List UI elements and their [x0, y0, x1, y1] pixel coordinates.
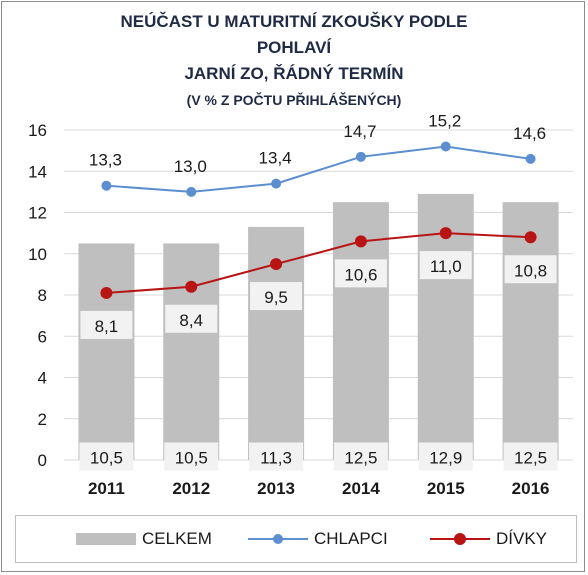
bar-label-celkem-2012: 10,5: [175, 448, 208, 467]
bar-label-box-2013: [249, 442, 304, 471]
x-tick-2016: 2016: [512, 479, 550, 498]
point-divky-2014: [354, 235, 367, 248]
bar-celkem-2016: [502, 202, 559, 460]
point-chlapci-2013: [271, 178, 282, 189]
point-chlapci-2014: [355, 151, 366, 162]
x-tick-2015: 2015: [427, 479, 465, 498]
y-tick-8: 8: [38, 286, 47, 305]
legend-item-celkem: CELKEM: [76, 516, 212, 562]
data-label-divky-2016: 10,8: [514, 261, 547, 280]
chart-subtitle-line-2: (V % Z POČTU PŘIHLÁŠENÝCH): [186, 92, 402, 108]
chart-title: NEÚČAST U MATURITNÍ ZKOUŠKY PODLE: [120, 12, 468, 31]
legend-swatch-chlapci: [248, 534, 308, 544]
chart-title-line-2: POHLAVÍ: [256, 38, 332, 57]
y-tick-0: 0: [38, 451, 47, 470]
data-label-box-divky-2015: [419, 251, 472, 280]
bar-label-box-2014: [333, 442, 388, 471]
line-chlapci: [106, 145, 531, 193]
bar-label-box-2011: [79, 442, 134, 471]
point-chlapci-2011: [101, 180, 112, 191]
x-tick-2013: 2013: [257, 479, 295, 498]
data-label-chlapci-2014: 14,7: [343, 122, 376, 141]
x-tick-2014: 2014: [342, 479, 380, 498]
legend-swatch-divky: [430, 533, 490, 545]
data-label-chlapci-2011: 13,3: [89, 151, 122, 170]
data-label-chlapci-2016: 14,6: [513, 124, 546, 143]
data-label-divky-2011: 8,1: [95, 317, 119, 336]
data-label-box-divky-2011: [80, 310, 133, 339]
data-label-box-divky-2012: [165, 304, 218, 333]
y-tick-16: 16: [28, 121, 47, 140]
bar-label-celkem-2016: 12,5: [514, 448, 547, 467]
point-divky-2016: [524, 231, 537, 244]
y-tick-6: 6: [38, 327, 47, 346]
legend-item-divky: DÍVKY: [430, 516, 547, 562]
y-tick-10: 10: [28, 245, 47, 264]
legend-label-divky: DÍVKY: [496, 529, 548, 548]
legend-item-chlapci: CHLAPCI: [248, 516, 388, 562]
y-tick-14: 14: [28, 162, 47, 181]
point-chlapci-2016: [525, 153, 536, 164]
data-label-chlapci-2013: 13,4: [259, 149, 292, 168]
bar-label-box-2016: [503, 442, 558, 471]
bar-celkem-2012: [163, 243, 220, 460]
point-divky-2013: [270, 258, 283, 271]
bar-label-celkem-2011: 10,5: [90, 448, 123, 467]
bar-label-celkem-2015: 12,9: [429, 448, 462, 467]
y-tick-12: 12: [28, 204, 47, 223]
chart-plot: 0 2 4 6 8 10 12 14 16 2011 2012 2013 2014 2015 2016 10,…: [28, 112, 573, 498]
data-label-divky-2012: 8,4: [179, 311, 203, 330]
data-label-box-divky-2016: [504, 255, 557, 284]
y-tick-2: 2: [38, 410, 47, 429]
line-divky: [106, 232, 531, 294]
x-tick-2012: 2012: [172, 479, 210, 498]
chart-subtitle: JARNÍ ZO, ŘÁDNÝ TERMÍN: [184, 64, 404, 83]
data-label-box-divky-2013: [250, 282, 303, 311]
data-label-divky-2015: 11,0: [430, 257, 462, 276]
legend-label-chlapci: CHLAPCI: [314, 529, 388, 548]
legend-label-celkem: CELKEM: [142, 529, 212, 548]
data-label-box-divky-2014: [334, 259, 387, 288]
point-divky-2012: [185, 280, 198, 293]
y-tick-4: 4: [38, 369, 47, 388]
bar-celkem-2011: [78, 243, 135, 460]
bar-label-celkem-2014: 12,5: [344, 448, 377, 467]
bar-label-box-2015: [418, 442, 473, 471]
point-divky-2011: [100, 286, 113, 299]
x-tick-2011: 2011: [88, 479, 125, 498]
data-label-divky-2014: 10,6: [344, 265, 377, 284]
legend-swatch-celkem: [76, 533, 136, 545]
data-label-chlapci-2012: 13,0: [174, 157, 207, 176]
bar-label-box-2012: [164, 442, 219, 471]
bar-label-celkem-2013: 11,3: [260, 448, 292, 467]
legend: CELKEM CHLAPCI DÍVKY: [15, 515, 577, 563]
data-label-divky-2013: 9,5: [264, 288, 288, 307]
point-chlapci-2012: [186, 186, 197, 197]
point-chlapci-2015: [440, 141, 451, 152]
data-label-chlapci-2015: 15,2: [428, 112, 461, 131]
point-divky-2015: [439, 227, 452, 240]
